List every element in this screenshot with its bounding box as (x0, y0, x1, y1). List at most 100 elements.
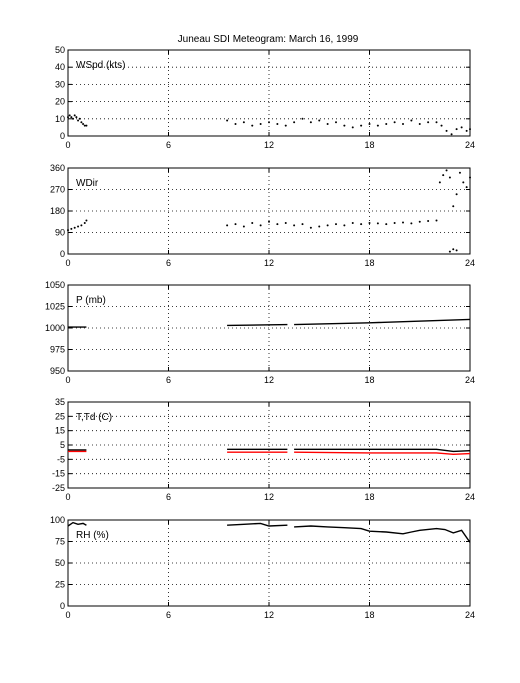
pressure-ytick-label-3: 1025 (45, 302, 65, 312)
wspd-xtick-label-2: 12 (264, 140, 274, 150)
wdir-ytick-label-2: 180 (50, 206, 65, 216)
wdir-point-0-1-6 (276, 223, 279, 226)
wspd-point-0-0-9 (82, 122, 85, 125)
wspd-ytick-label-1: 10 (55, 114, 65, 124)
wspd-point-0-1-1 (234, 122, 237, 125)
wdir-point-0-1-20 (393, 221, 396, 224)
wspd-point-0-1-4 (259, 122, 262, 125)
wspd-point-0-1-5 (268, 121, 270, 124)
wspd-point-0-1-6 (276, 122, 279, 125)
wdir-point-0-2-9 (469, 176, 471, 179)
wspd-point-0-1-23 (418, 122, 421, 125)
wspd-point-0-0-8 (80, 121, 83, 124)
wspd-point-0-0-4 (73, 114, 76, 117)
pressure-xtick-label-3: 18 (364, 375, 374, 385)
wdir-ytick-label-1: 90 (55, 228, 65, 238)
wspd-point-0-1-32 (469, 128, 471, 131)
wdir-point-0-1-13 (335, 223, 337, 226)
wspd-point-0-1-10 (309, 121, 312, 124)
wspd-point-0-1-29 (455, 128, 458, 131)
rh-series-0-segment-2 (294, 525, 471, 543)
wdir-xtick-label-1: 6 (166, 258, 171, 268)
wdir-point-0-1-16 (360, 223, 363, 226)
wdir-point-0-2-8 (465, 186, 468, 189)
wspd-point-0-1-13 (335, 121, 337, 124)
wspd-point-0-1-14 (343, 124, 346, 127)
rh-xtick-label-1: 6 (166, 610, 171, 620)
wspd-point-0-0-0 (67, 116, 69, 119)
wspd-point-0-1-11 (318, 119, 321, 122)
wdir-point-0-1-5 (268, 220, 270, 223)
pressure-ytick-label-0: 950 (50, 366, 65, 376)
wdir-point-0-1-2 (242, 225, 245, 228)
wspd-xtick-label-3: 18 (364, 140, 374, 150)
wdir-point-0-1-3 (251, 221, 254, 224)
wspd-point-0-1-3 (251, 124, 254, 127)
wdir-label: WDir (76, 178, 99, 189)
temp-dewpoint-label: T,Td (C) (76, 412, 112, 423)
pressure-label: P (mb) (76, 295, 106, 306)
wdir-point-0-2-0 (438, 181, 441, 184)
wdir-xtick-label-4: 24 (465, 258, 475, 268)
wspd-point-0-1-21 (402, 122, 404, 125)
rh-ytick-label-2: 50 (55, 558, 65, 568)
wspd-point-0-1-12 (326, 122, 329, 125)
wdir-xtick-label-2: 12 (264, 258, 274, 268)
temp-dewpoint-ytick-label-0: -25 (52, 483, 65, 493)
rh-xtick-label-3: 18 (364, 610, 374, 620)
wdir-point-0-1-21 (402, 221, 404, 224)
panel-rh: 0 6 12 18 24 0 25 50 75 100 RH (%) (50, 515, 475, 620)
pressure-ytick-label-2: 1000 (45, 323, 65, 333)
panel-wspd: 0 6 12 18 24 0 10 20 30 40 50 WSpd (kts) (55, 45, 475, 150)
pressure-xtick-label-0: 0 (65, 375, 70, 385)
temp-dewpoint-ytick-label-5: 25 (55, 411, 65, 421)
temp-dewpoint-xtick-label-4: 24 (465, 492, 475, 502)
wspd-ytick-label-4: 40 (55, 62, 65, 72)
temp-dewpoint-ytick-label-6: 35 (55, 397, 65, 407)
wspd-ytick-label-0: 0 (60, 131, 65, 141)
wdir-xtick-label-3: 18 (364, 258, 374, 268)
wdir-point-0-2-2 (445, 169, 448, 172)
wdir-point-0-3-2 (455, 249, 458, 252)
temp-dewpoint-series-1-segment-2 (294, 451, 471, 456)
wdir-point-0-0-6 (85, 219, 88, 222)
wspd-ytick-label-3: 30 (55, 79, 65, 89)
temp-dewpoint-xtick-label-1: 6 (166, 492, 171, 502)
wdir-point-0-1-11 (318, 225, 321, 228)
wspd-point-0-1-16 (360, 124, 363, 127)
rh-series-0-segment-0 (67, 521, 87, 527)
figure-title: Juneau SDI Meteogram: March 16, 1999 (178, 34, 359, 45)
wspd-point-0-1-25 (435, 121, 438, 124)
wspd-point-0-1-22 (410, 119, 413, 122)
wdir-ytick-label-3: 270 (50, 185, 65, 195)
wdir-point-0-3-0 (448, 250, 451, 253)
wdir-point-0-1-15 (351, 221, 354, 224)
wdir-point-0-1-22 (410, 222, 413, 225)
wspd-xtick-label-4: 24 (465, 140, 475, 150)
panel-temp-dewpoint: 0 6 12 18 24 -25 -15 -5 5 15 25 35 T,Td (C) (52, 397, 475, 502)
wdir-point-0-1-25 (435, 219, 438, 222)
rh-series-0-segment-1 (227, 522, 288, 527)
rh-xtick-label-0: 0 (65, 610, 70, 620)
rh-xtick-label-2: 12 (264, 610, 274, 620)
wspd-xtick-label-1: 6 (166, 140, 171, 150)
pressure-series-0-segment-2 (294, 318, 471, 326)
wdir-point-0-1-0 (226, 224, 229, 227)
wspd-point-0-0-6 (77, 119, 80, 122)
wspd-ytick-label-2: 20 (55, 97, 65, 107)
pressure-ytick-label-1: 975 (50, 345, 65, 355)
temp-dewpoint-ytick-label-2: -5 (57, 454, 65, 464)
wdir-point-0-1-12 (326, 224, 329, 227)
wdir-point-0-1-14 (343, 224, 346, 227)
pressure-ytick-label-4: 1050 (45, 280, 65, 290)
wdir-point-0-2-6 (458, 171, 461, 174)
wspd-point-0-1-24 (427, 121, 430, 124)
panel-wdir: 0 6 12 18 24 0 90 180 270 360 WDir (50, 163, 475, 268)
pressure-series-0-segment-1 (227, 323, 288, 327)
wdir-point-0-1-19 (385, 223, 388, 226)
wdir-point-0-1-7 (284, 221, 287, 224)
wdir-point-0-1-23 (418, 220, 421, 223)
wspd-point-0-0-11 (85, 124, 88, 127)
wdir-point-0-0-2 (73, 226, 76, 229)
wspd-point-0-0-5 (75, 116, 78, 119)
